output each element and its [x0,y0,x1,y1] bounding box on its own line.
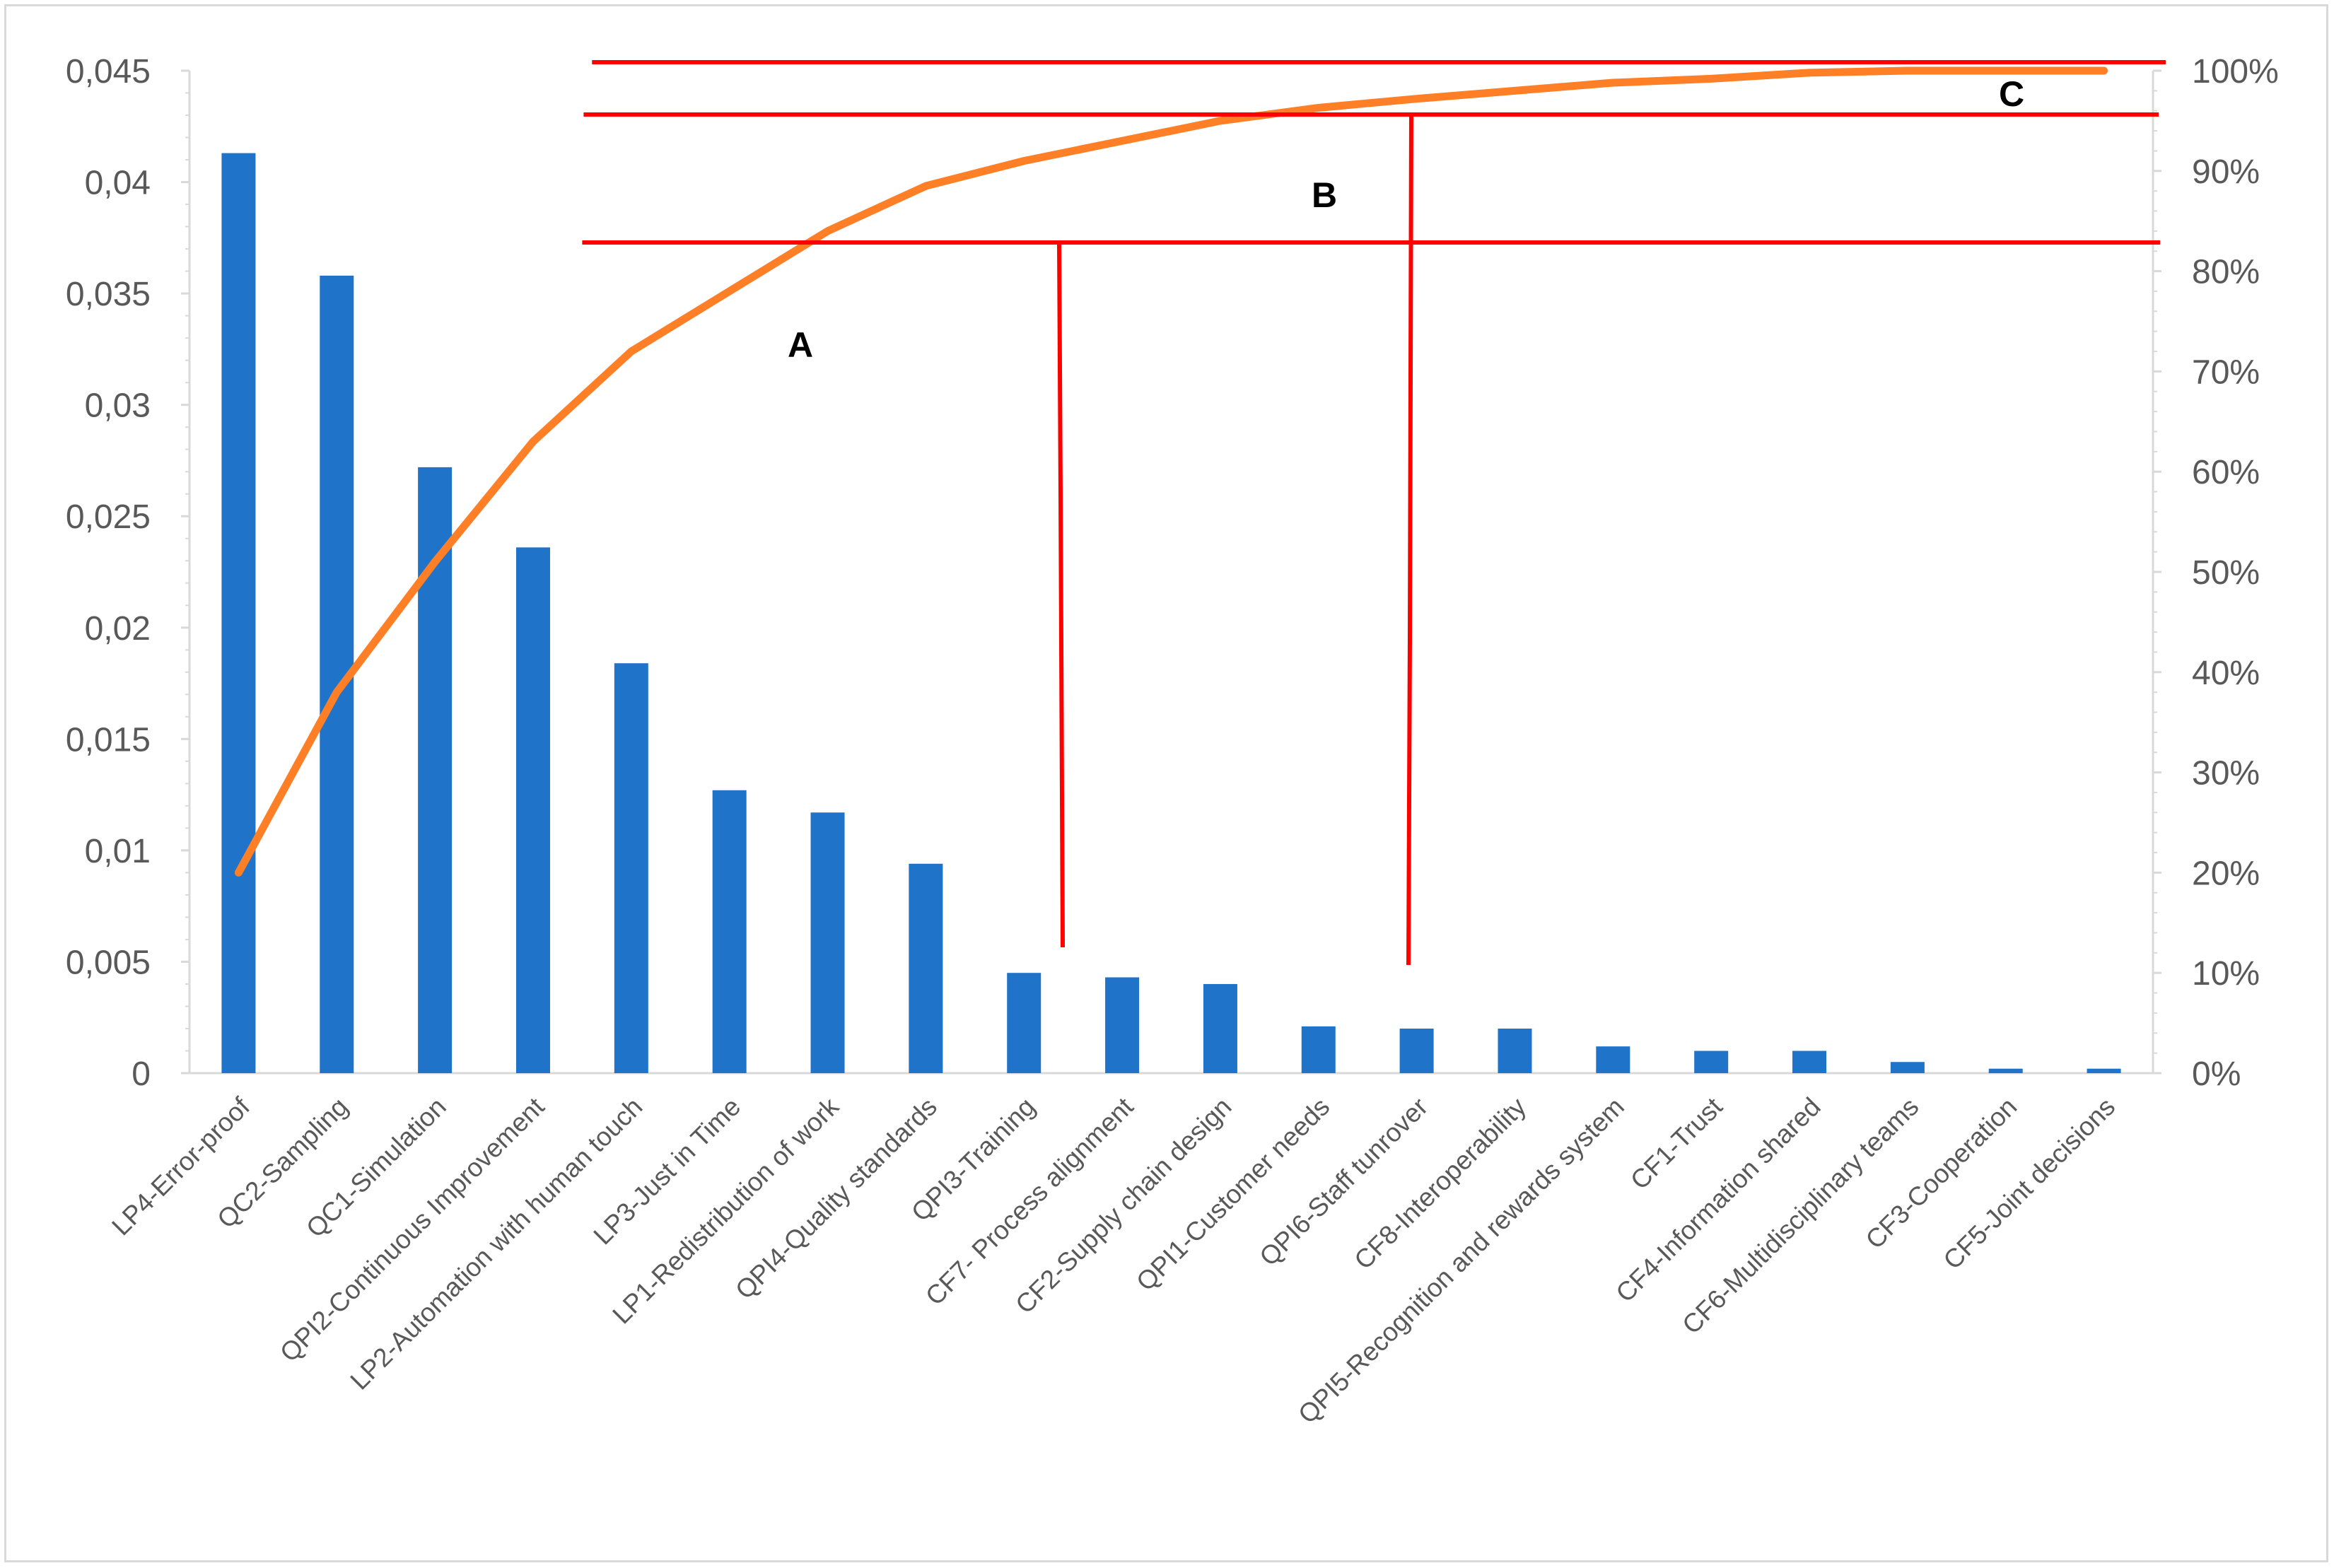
right-tick-label: 70% [2192,353,2260,391]
right-tick-label: 40% [2192,655,2260,692]
axes: 0 0,005 0,01 0,015 0,02 0,025 0,03 0,035 0,04 0,0… [66,53,2279,1093]
left-tick-label: 0,005 [66,944,151,981]
left-tick-label: 0,025 [66,498,151,536]
zone-label: C [1999,74,2024,114]
bar [1301,1026,1336,1073]
left-tick-label: 0,015 [66,721,151,759]
bar [2087,1068,2121,1073]
chart-frame [4,4,2328,1562]
category-label: CF1-Trust [1625,1092,1728,1195]
bar [614,663,648,1073]
cumulative-line [234,66,2108,877]
zone-label: A [788,325,813,365]
right-tick-label: 100% [2192,53,2279,90]
cumulative-percentage-line [234,66,2108,877]
right-tick-label: 90% [2192,153,2260,191]
bar [810,812,845,1073]
right-tick-label: 80% [2192,254,2260,291]
bar [1694,1051,1729,1073]
bar [712,790,747,1073]
bars [221,153,2121,1074]
category-label: QPI6-Staff tunrover [1254,1092,1433,1272]
bar [1007,973,1041,1073]
category-label: CF4-Information shared [1610,1092,1826,1308]
left-tick-label: 0,035 [66,276,151,313]
bar [1498,1028,1532,1073]
bar [1890,1062,1925,1073]
bar [515,547,550,1073]
category-label: QPI4-Quality standards [730,1092,943,1305]
category-label: QPI1-Customer needs [1131,1092,1335,1297]
bar [1596,1046,1630,1073]
bar [221,153,256,1074]
bar [1988,1068,2023,1073]
left-tick-label: 0,03 [85,387,151,425]
abc-markers [582,60,2166,966]
zone-b-divider [1406,114,1413,966]
category-label: CF8-Interoperability [1348,1092,1531,1275]
left-tick-label: 0,01 [85,833,151,870]
right-tick-label: 50% [2192,554,2260,592]
bar [1203,983,1237,1073]
left-tick-label: 0,04 [85,165,151,202]
right-tick-label: 0% [2192,1055,2241,1093]
bar [1105,977,1140,1073]
labels: LP4-Error-proofQC2-SamplingQC1-Simulatio… [106,74,2120,1429]
right-tick-label: 60% [2192,454,2260,491]
zone-a-divider [1057,242,1065,948]
right-tick-label: 30% [2192,755,2260,792]
category-label: CF5-Joint decisions [1937,1092,2120,1275]
bar [909,863,943,1073]
right-tick-label: 20% [2192,855,2260,892]
left-tick-label: 0 [132,1055,151,1093]
left-tick-label: 0,045 [66,53,151,90]
right-tick-label: 10% [2192,955,2260,993]
left-tick-label: 0,02 [85,610,151,648]
zone-label: B [1312,175,1337,215]
bar [1792,1051,1827,1073]
bar [1399,1028,1434,1073]
